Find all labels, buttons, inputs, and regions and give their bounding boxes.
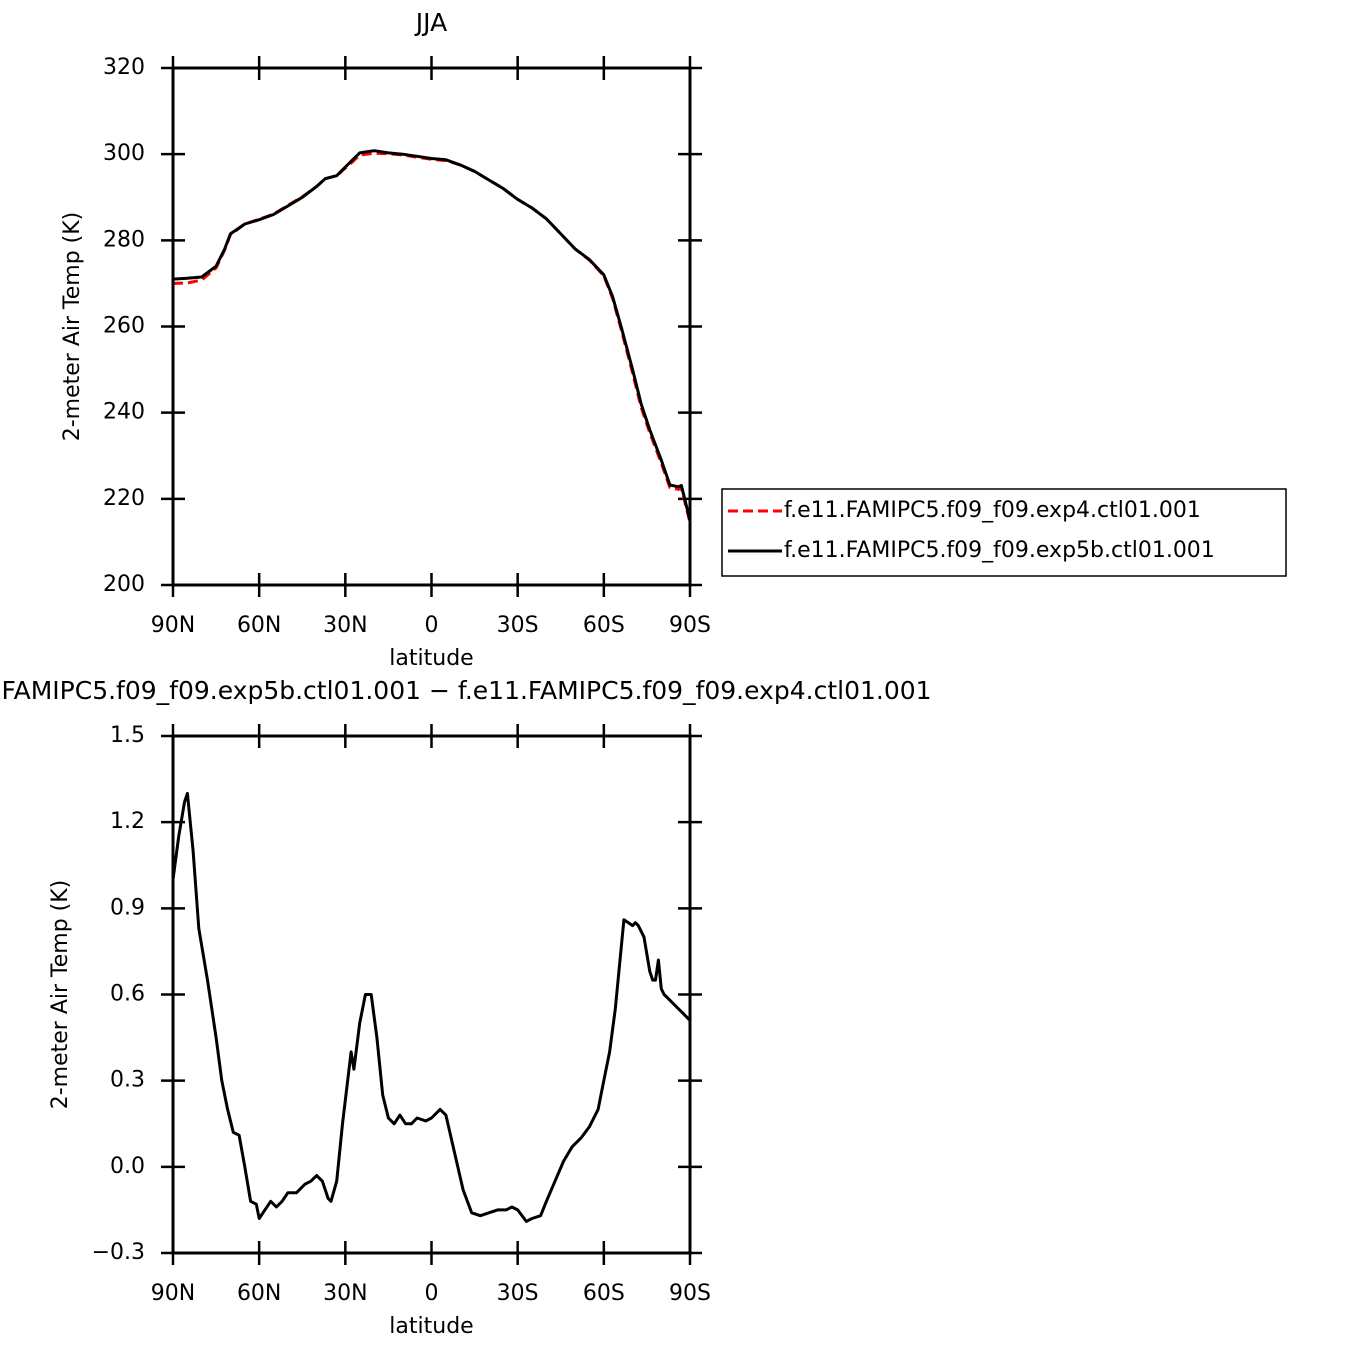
chart-title: JJA [414, 8, 447, 37]
legend-label: f.e11.FAMIPC5.f09_f09.exp4.ctl01.001 [784, 498, 1201, 523]
y-tick-label: 300 [103, 141, 145, 166]
y-tick-label: 0.9 [110, 895, 145, 920]
y-axis-label: 2-meter Air Temp (K) [48, 880, 73, 1110]
x-tick-label: 90N [151, 1281, 195, 1306]
y-tick-label: 280 [103, 227, 145, 252]
x-tick-label: 60N [237, 1281, 281, 1306]
plot-frame [171, 734, 692, 1255]
x-tick-label: 90S [669, 613, 711, 638]
chart-title: f.e11.FAMIPC5.f09_f09.exp5b.ctl01.001 − … [0, 676, 932, 705]
series-line [172, 151, 692, 523]
y-tick-label: 0.6 [110, 982, 145, 1007]
y-tick-label: 0.0 [110, 1154, 145, 1179]
y-tick-label: 200 [103, 572, 145, 597]
legend-label: f.e11.FAMIPC5.f09_f09.exp5b.ctl01.001 [784, 538, 1215, 563]
x-tick-label: 60S [583, 1281, 625, 1306]
x-tick-label: 30S [497, 1281, 539, 1306]
plot-frame [171, 66, 692, 587]
y-tick-label: 320 [103, 55, 145, 80]
y-tick-label: 1.5 [110, 723, 145, 748]
y-tick-label: 240 [103, 400, 145, 425]
x-tick-label: 60N [237, 613, 281, 638]
x-tick-label: 0 [425, 1281, 439, 1306]
y-tick-label: 260 [103, 314, 145, 339]
x-tick-label: 60S [583, 613, 625, 638]
y-tick-label: −0.3 [92, 1240, 145, 1265]
x-axis-label: latitude [389, 1314, 473, 1339]
x-tick-label: 30N [323, 613, 367, 638]
x-tick-label: 90S [669, 1281, 711, 1306]
x-tick-label: 30N [323, 1281, 367, 1306]
legend-box [721, 488, 1287, 577]
y-axis-label: 2-meter Air Temp (K) [60, 212, 85, 442]
y-tick-label: 1.2 [110, 809, 145, 834]
y-tick-label: 0.3 [110, 1068, 145, 1093]
x-tick-label: 0 [425, 613, 439, 638]
series-line [171, 791, 692, 1223]
x-axis-label: latitude [389, 646, 473, 671]
y-tick-label: 220 [103, 486, 145, 511]
x-tick-label: 90N [151, 613, 195, 638]
series-line [172, 149, 692, 521]
x-tick-label: 30S [497, 613, 539, 638]
